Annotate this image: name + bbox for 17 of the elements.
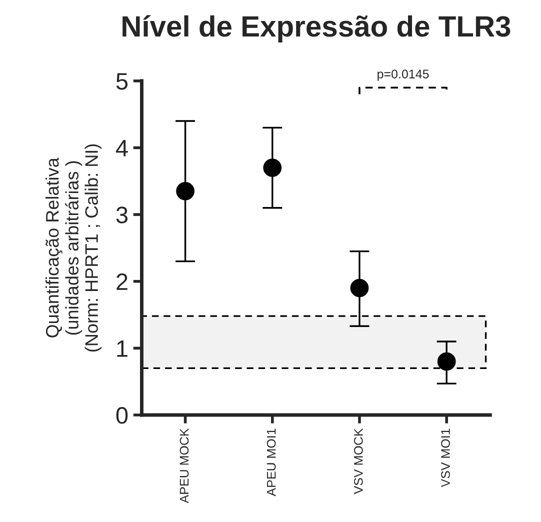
annotation: p=0.0145 <box>378 70 429 81</box>
x-tick-label: VSV MOI1 <box>441 428 450 488</box>
y-tick-label: 4 <box>116 140 128 156</box>
y-tick-label: 3 <box>116 206 128 224</box>
y-axis-title: Quantificação Relativa (unidades arbitrárias ) (Norm: HPRT1 ; Calib: NI) <box>45 144 102 352</box>
y-tick-label: 2 <box>116 273 128 290</box>
x-tick-label: APEU MOI1 <box>266 428 276 496</box>
chart-title: Nível de Expressão de TLR3 <box>122 15 510 43</box>
x-tick-label: APEU MOCK <box>180 428 189 504</box>
y-tick-label: 1 <box>117 340 128 357</box>
point <box>263 158 282 177</box>
y-tick-label: 5 <box>116 73 128 90</box>
point <box>350 278 369 298</box>
point <box>176 182 194 200</box>
x-tick-label: VSV MOCK <box>354 428 363 494</box>
y-tick-label: 0 <box>116 407 128 424</box>
point <box>437 352 456 371</box>
